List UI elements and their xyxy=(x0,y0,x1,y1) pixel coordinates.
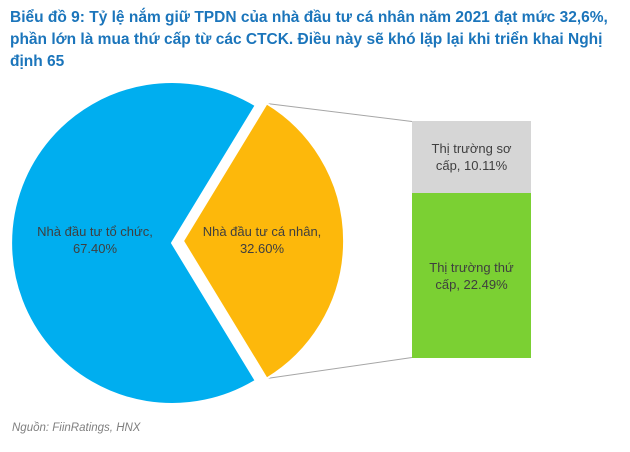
chart-title: Biểu đồ 9: Tỷ lệ nắm giữ TPDN của nhà đầ… xyxy=(10,9,608,70)
bar-segment-primary-market: Thị trường sơ cấp, 10.11% xyxy=(412,121,531,193)
bar-label-secondary-market: Thị trường thứ cấp, 22.49% xyxy=(429,259,514,292)
connector-line-top xyxy=(266,103,413,122)
pie-slice-individual xyxy=(182,102,346,380)
pie-slice-institutional xyxy=(10,81,257,405)
source-note: Nguồn: FiinRatings, HNX xyxy=(12,422,141,434)
connector-line-bottom xyxy=(266,357,413,379)
bar-segment-secondary-market: Thị trường thứ cấp, 22.49% xyxy=(412,193,531,358)
bar-label-primary-market: Thị trường sơ cấp, 10.11% xyxy=(431,141,512,173)
pie-label-individual: Nhà đầu tư cá nhân, 32.60% xyxy=(202,224,322,256)
pie-label-institutional: Nhà đầu tư tổ chức, 67.40% xyxy=(37,224,153,256)
